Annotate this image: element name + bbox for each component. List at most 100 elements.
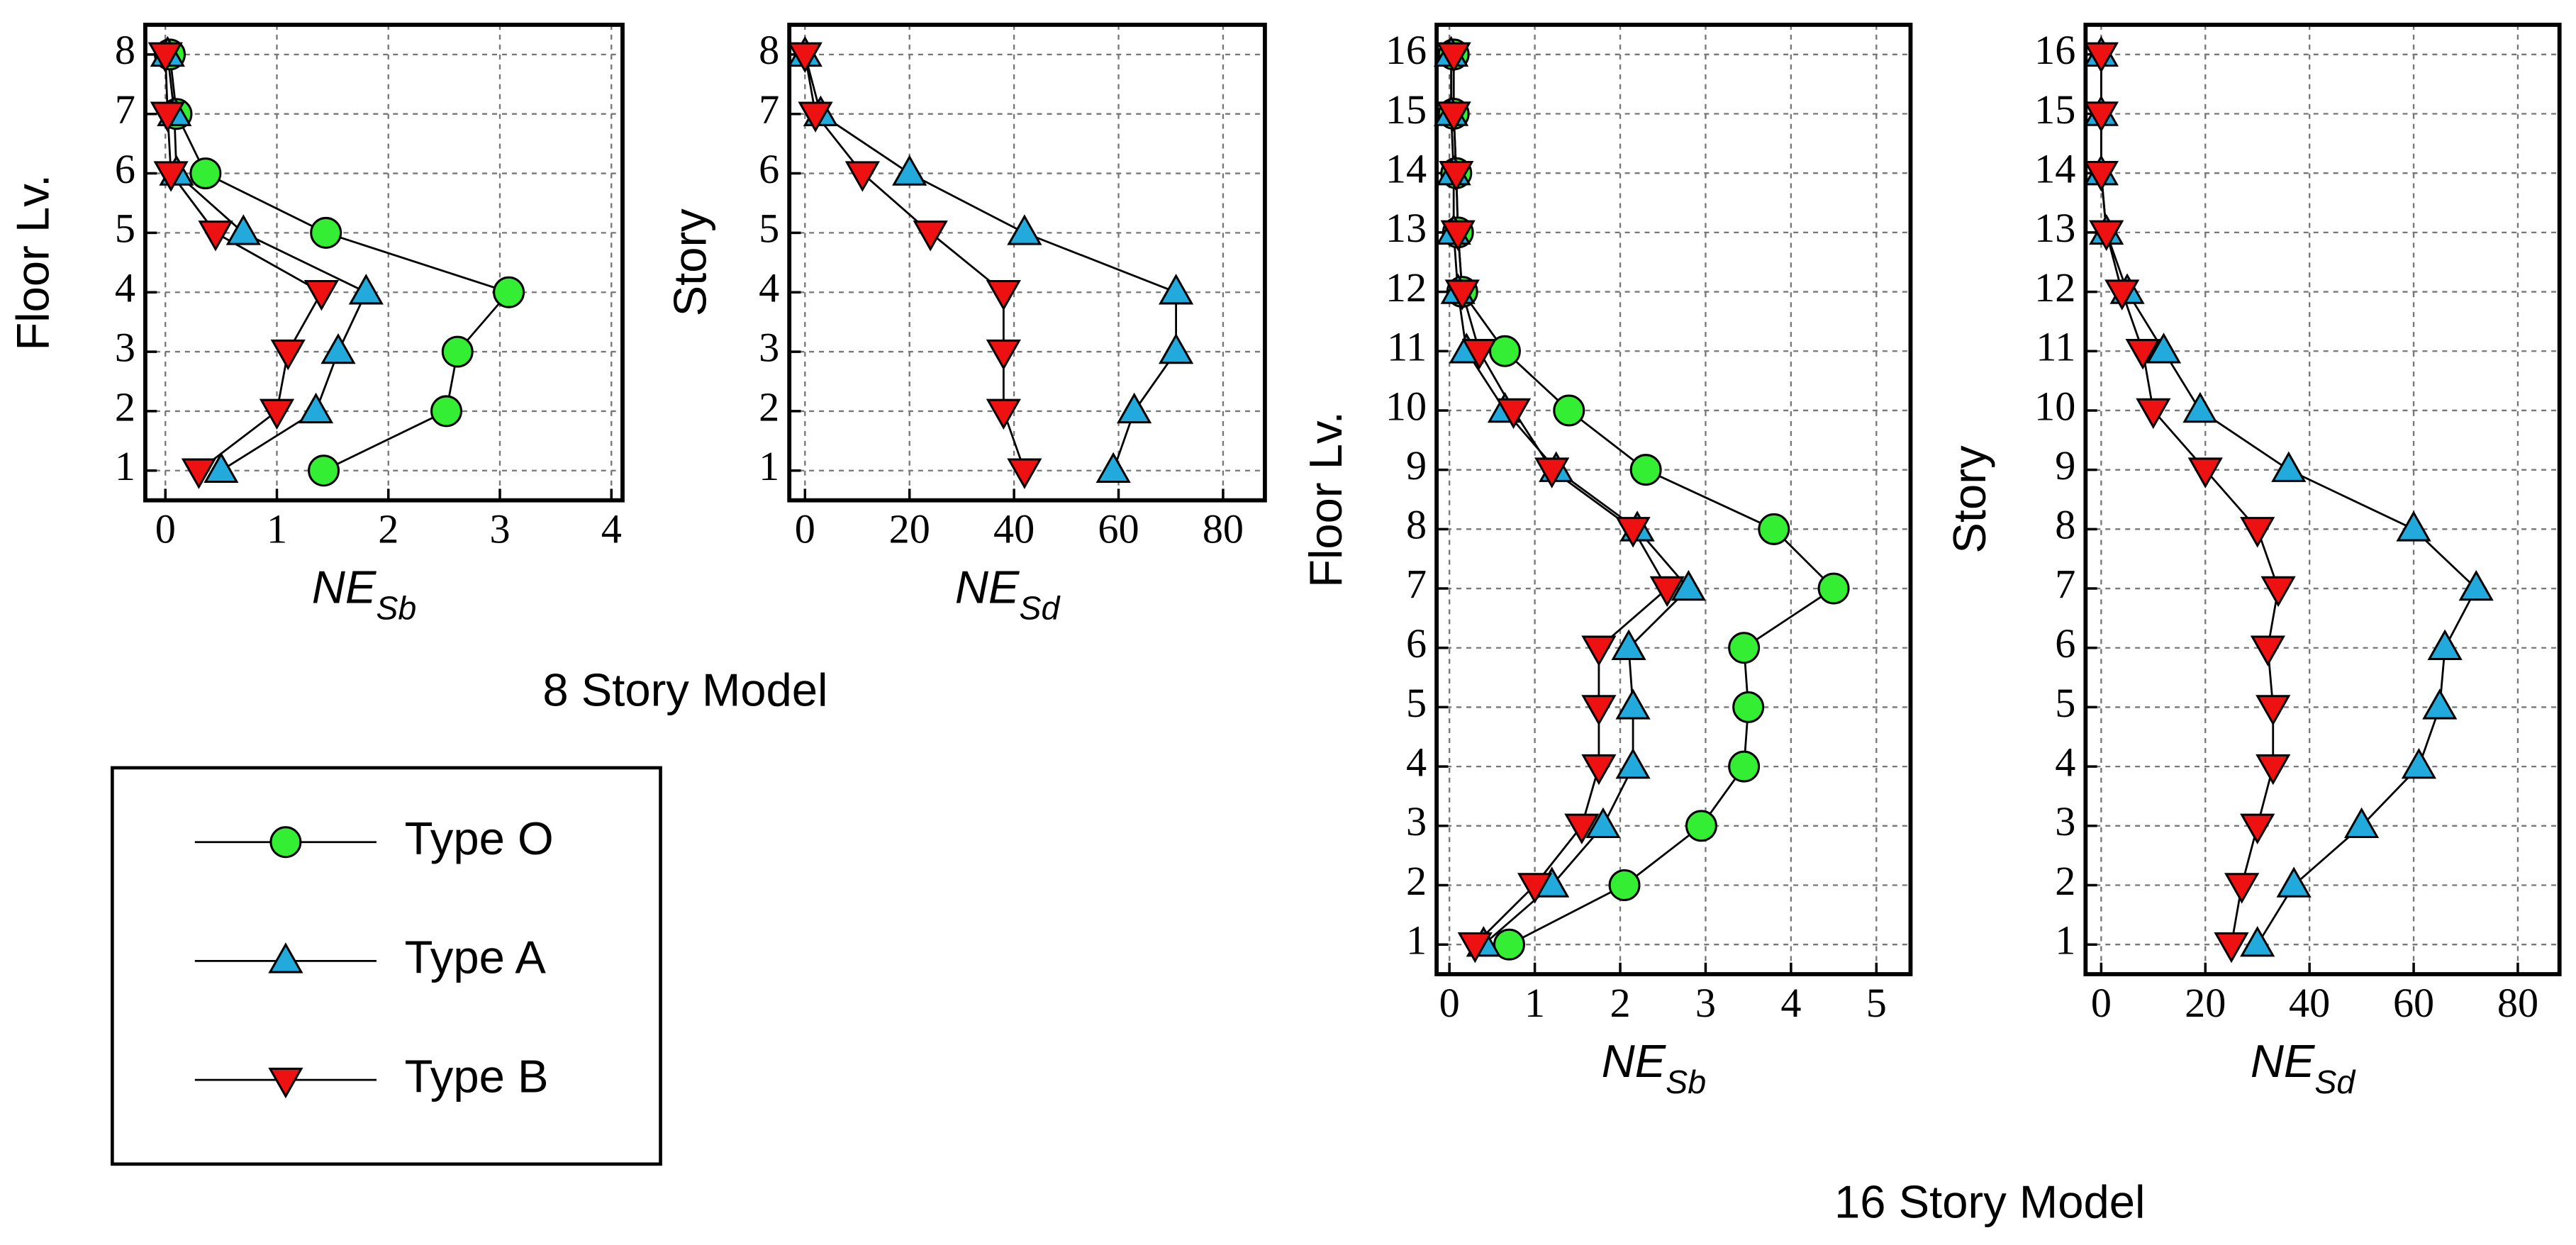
x-tick-label: 4: [1780, 980, 1801, 1026]
marker: [1629, 454, 1662, 486]
marker: [2083, 42, 2119, 73]
marker: [1685, 810, 1717, 842]
y-tick-label: 2: [2055, 858, 2075, 904]
x-axis-label: NESd: [955, 562, 1061, 627]
y-axis-label: Floor Lv.: [6, 174, 58, 351]
marker: [986, 339, 1021, 371]
y-tick-label: 13: [2034, 205, 2075, 251]
marker: [1615, 747, 1651, 779]
marker: [986, 279, 1021, 311]
marker: [2182, 391, 2218, 423]
marker: [1007, 458, 1042, 489]
legend-box: [111, 766, 662, 1166]
marker: [1158, 274, 1194, 305]
y-tick-label: 14: [1385, 146, 1427, 192]
marker: [2250, 635, 2286, 666]
y-tick-label: 2: [759, 384, 779, 430]
x-tick-label: 20: [889, 506, 930, 552]
marker: [1440, 220, 1476, 252]
y-tick-label: 6: [115, 146, 135, 192]
x-tick-label: 20: [2185, 980, 2226, 1026]
marker: [225, 214, 261, 245]
x-tick-label: 2: [1610, 980, 1630, 1026]
marker: [147, 42, 183, 73]
marker: [2256, 754, 2291, 786]
y-tick-label: 13: [1385, 205, 1427, 251]
marker: [1728, 632, 1761, 664]
marker: [892, 155, 927, 186]
marker: [1439, 160, 1474, 192]
marker: [2260, 576, 2296, 608]
x-tick-label: 40: [993, 506, 1035, 552]
x-axis-label-sub: Sd: [2314, 1063, 2356, 1100]
y-tick-label: 6: [1406, 620, 1427, 666]
legend-label: Type B: [405, 1050, 549, 1102]
marker: [1649, 576, 1685, 608]
x-tick-label: 80: [2497, 980, 2538, 1026]
y-tick-label: 1: [115, 443, 135, 489]
x-tick-label: 40: [2289, 980, 2330, 1026]
marker: [2396, 510, 2431, 542]
x-axis-label-main: NE: [312, 562, 377, 613]
y-axis-label: Floor Lv.: [1300, 411, 1351, 588]
series-line: [1452, 54, 1836, 946]
plot-frame: [2083, 23, 2562, 976]
marker: [1553, 394, 1585, 427]
y-tick-label: 5: [1406, 680, 1427, 726]
marker: [320, 333, 356, 364]
x-axis-label-main: NE: [2251, 1035, 2316, 1087]
x-axis-label: NESb: [1602, 1035, 1707, 1100]
marker: [1581, 754, 1617, 786]
y-tick-label: 6: [759, 146, 779, 192]
marker: [2240, 517, 2275, 548]
y-tick-label: 3: [1406, 798, 1427, 844]
marker: [1817, 572, 1850, 605]
y-tick-label: 9: [1406, 442, 1427, 488]
y-tick-label: 4: [2055, 739, 2075, 785]
y-tick-label: 5: [115, 206, 135, 252]
y-tick-label: 2: [115, 384, 135, 430]
group-title: 16 Story Model: [1834, 1176, 2145, 1227]
y-tick-label: 15: [2034, 86, 2075, 133]
marker: [1436, 101, 1471, 133]
series-line: [2100, 54, 2477, 945]
legend-marker: [269, 826, 302, 859]
marker: [1007, 214, 1042, 245]
plot-frame: [1434, 23, 1913, 976]
marker: [2256, 695, 2291, 726]
marker: [181, 458, 217, 489]
y-tick-label: 4: [759, 265, 779, 311]
y-tick-label: 11: [1387, 324, 1427, 370]
marker: [2422, 688, 2458, 720]
y-tick-label: 8: [115, 27, 135, 73]
y-tick-label: 8: [759, 27, 779, 73]
marker: [1732, 691, 1765, 723]
y-tick-label: 16: [2034, 27, 2075, 73]
marker: [1495, 398, 1532, 430]
x-tick-label: 80: [1203, 506, 1244, 552]
x-tick-label: 5: [1866, 980, 1887, 1026]
y-tick-label: 2: [1406, 858, 1427, 904]
y-axis-label: Story: [1944, 445, 1995, 554]
marker: [1581, 695, 1617, 726]
marker: [303, 279, 340, 311]
marker: [986, 398, 1021, 430]
marker: [1728, 750, 1761, 783]
marker: [2083, 160, 2119, 192]
y-tick-label: 6: [2055, 620, 2075, 666]
x-tick-label: 0: [2091, 980, 2112, 1026]
y-tick-label: 7: [2055, 561, 2075, 607]
y-tick-label: 11: [2036, 324, 2075, 370]
x-tick-label: 0: [155, 506, 176, 552]
marker: [1615, 517, 1651, 548]
y-tick-label: 12: [2034, 264, 2075, 311]
x-axis-label-sub: Sb: [376, 590, 416, 627]
marker: [2089, 220, 2124, 252]
marker: [1581, 635, 1617, 666]
marker: [1615, 688, 1651, 720]
x-tick-label: 1: [267, 506, 287, 552]
marker: [2276, 866, 2312, 898]
marker: [2240, 813, 2275, 844]
marker: [2104, 279, 2140, 311]
